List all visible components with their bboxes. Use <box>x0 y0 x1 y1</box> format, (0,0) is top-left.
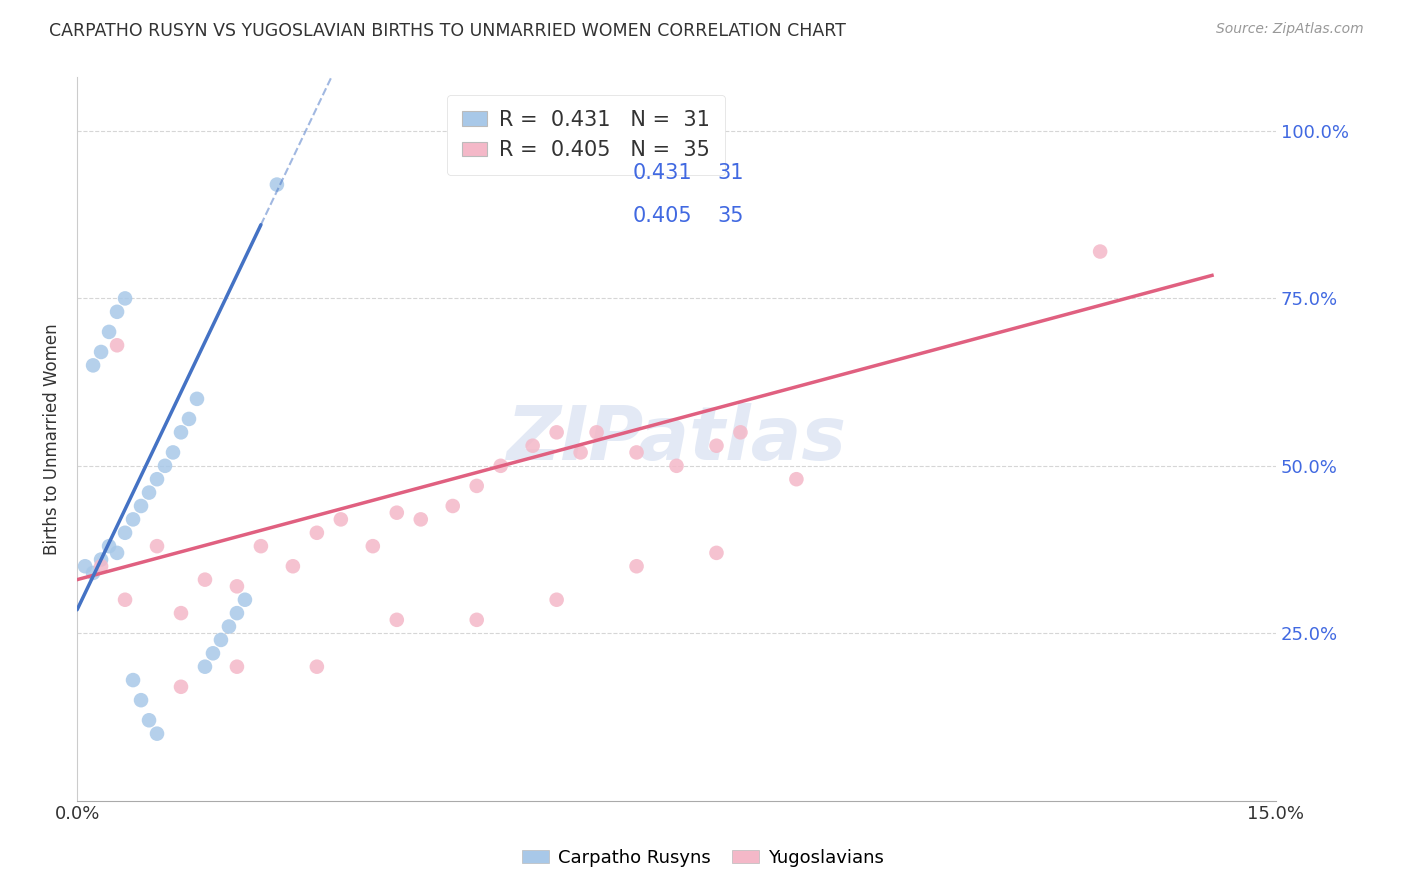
Point <box>90 559 112 574</box>
Point <box>665 458 688 473</box>
Point <box>233 592 256 607</box>
Text: Source: ZipAtlas.com: Source: ZipAtlas.com <box>1216 22 1364 37</box>
Point <box>305 525 328 540</box>
Point <box>281 559 304 574</box>
Point <box>186 392 208 406</box>
Point <box>201 646 224 660</box>
Point <box>170 425 193 440</box>
Point <box>569 445 592 459</box>
Point <box>82 359 104 373</box>
Text: CARPATHO RUSYN VS YUGOSLAVIAN BIRTHS TO UNMARRIED WOMEN CORRELATION CHART: CARPATHO RUSYN VS YUGOSLAVIAN BIRTHS TO … <box>49 22 846 40</box>
Point <box>626 445 648 459</box>
Point <box>90 552 112 566</box>
Point <box>209 632 232 647</box>
Point <box>114 292 136 306</box>
Legend: R =  0.431   N =  31, R =  0.405   N =  35: R = 0.431 N = 31, R = 0.405 N = 35 <box>447 95 724 175</box>
Point <box>226 659 249 673</box>
Text: 35: 35 <box>717 206 744 227</box>
Point <box>465 479 488 493</box>
Point <box>114 525 136 540</box>
Point <box>546 425 568 440</box>
Point <box>138 485 160 500</box>
Point <box>98 539 121 553</box>
Point <box>785 472 807 486</box>
Point <box>706 439 728 453</box>
Point <box>194 659 217 673</box>
Point <box>146 726 169 740</box>
Point <box>266 178 288 192</box>
Y-axis label: Births to Unmarried Women: Births to Unmarried Women <box>44 323 60 555</box>
Point <box>153 458 176 473</box>
Point <box>546 592 568 607</box>
Point <box>75 559 97 574</box>
Point <box>218 619 240 633</box>
Point <box>626 559 648 574</box>
Point <box>1088 244 1111 259</box>
Point <box>170 606 193 620</box>
Point <box>122 512 145 526</box>
Text: 0.405: 0.405 <box>633 206 692 227</box>
Legend: Carpatho Rusyns, Yugoslavians: Carpatho Rusyns, Yugoslavians <box>515 842 891 874</box>
Text: ZIPatlas: ZIPatlas <box>506 402 846 475</box>
Point <box>361 539 384 553</box>
Point <box>385 506 408 520</box>
Point <box>82 566 104 580</box>
Point <box>146 539 169 553</box>
Point <box>522 439 544 453</box>
Point <box>122 673 145 687</box>
Point <box>226 606 249 620</box>
Point <box>194 573 217 587</box>
Point <box>129 499 152 513</box>
Point <box>385 613 408 627</box>
Text: 0.431: 0.431 <box>633 163 692 184</box>
Point <box>489 458 512 473</box>
Point <box>105 305 128 319</box>
Text: 31: 31 <box>717 163 744 184</box>
Point <box>585 425 607 440</box>
Point <box>90 345 112 359</box>
Point <box>305 659 328 673</box>
Point <box>170 680 193 694</box>
Point <box>706 546 728 560</box>
Point <box>250 539 273 553</box>
Point <box>730 425 752 440</box>
Point <box>177 412 200 426</box>
Point <box>129 693 152 707</box>
Point <box>105 338 128 352</box>
Point <box>162 445 184 459</box>
Point <box>409 512 432 526</box>
Point <box>465 613 488 627</box>
Point <box>114 592 136 607</box>
Point <box>98 325 121 339</box>
Point <box>441 499 464 513</box>
Point <box>329 512 352 526</box>
Point <box>226 579 249 593</box>
Point <box>138 713 160 727</box>
Point <box>105 546 128 560</box>
Point <box>146 472 169 486</box>
